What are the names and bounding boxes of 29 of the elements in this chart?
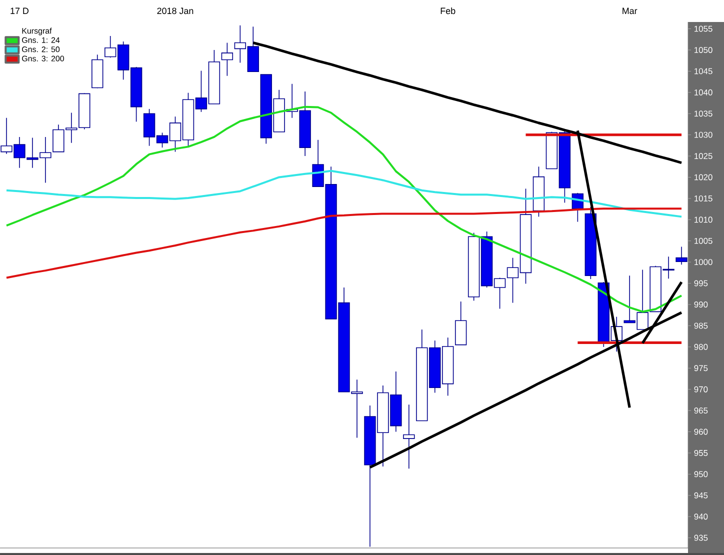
y-tick-label: 1025 (694, 153, 712, 160)
y-tick-label: 1035 (694, 110, 712, 117)
y-tick-label: 995 (694, 280, 708, 286)
y-tick-label: 1055 (694, 26, 712, 32)
y-tick-label: 1005 (694, 238, 712, 244)
y-tick-label: 1020 (694, 174, 712, 180)
y-tick-label: 950 (694, 471, 708, 478)
y-tick-label: 960 (694, 428, 708, 435)
y-tick-label: 1015 (694, 195, 712, 202)
y-tick-label: 975 (694, 365, 708, 372)
y-tick-label: 1030 (694, 132, 712, 138)
y-tick-label: 1000 (694, 259, 712, 266)
y-tick-label: 1010 (694, 216, 712, 223)
x-tick-label: 17 D (10, 8, 29, 14)
y-tick-label: 970 (694, 386, 708, 392)
x-tick-label: 2018 Jan (157, 8, 194, 14)
y-tick-label: 965 (694, 408, 708, 414)
x-tick-label: Mar (622, 8, 638, 14)
y-tick-label: 940 (694, 514, 708, 520)
x-tick-label: Feb (440, 7, 456, 14)
y-tick-label: 990 (694, 302, 708, 308)
y-tick-label: 1040 (694, 89, 712, 96)
y-tick-label: 935 (694, 534, 708, 541)
y-tick-label: 955 (694, 450, 708, 456)
y-tick-label: 980 (694, 344, 708, 350)
y-tick-label: 1045 (694, 68, 712, 74)
y-tick-label: 985 (694, 322, 708, 329)
y-tick-label: 1050 (694, 46, 712, 53)
y-tick-label: 945 (694, 492, 708, 498)
